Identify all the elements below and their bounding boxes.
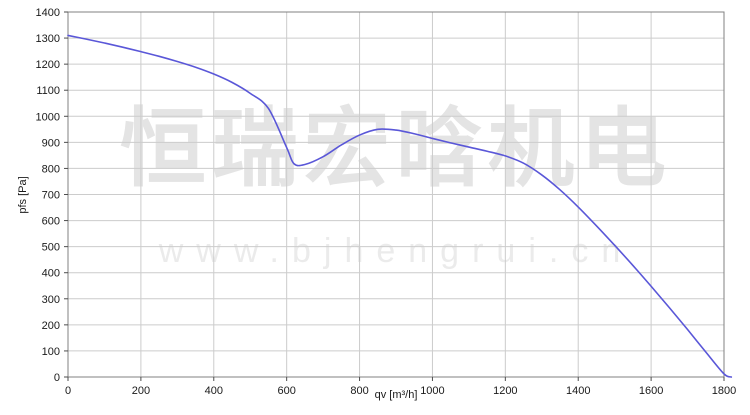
x-tick-label: 1800 [712, 385, 736, 397]
series-line-pfs [67, 34, 733, 378]
x-tick-label: 1200 [493, 385, 517, 397]
axis-ticks: 0 100 200 300 400 500 600 700 800 900 1000 1100 1200… [36, 7, 737, 397]
y-tick-label: 1100 [36, 85, 60, 97]
y-tick-label: 800 [42, 163, 60, 175]
axis-titles: qv [m³/h] pfs [Pa] [17, 176, 417, 401]
watermark-url: www.bjhengrui.cn [158, 232, 633, 270]
y-tick-label: 500 [42, 242, 60, 254]
y-tick-label: 1200 [36, 59, 60, 71]
x-axis-title: qv [m³/h] [375, 389, 418, 401]
y-tick-label: 300 [42, 294, 60, 306]
y-tick-label: 1000 [36, 111, 60, 123]
x-tick-label: 1600 [639, 385, 663, 397]
x-tick-label: 0 [65, 385, 71, 397]
y-tick-label: 900 [42, 137, 60, 149]
y-tick-label: 100 [42, 346, 60, 358]
y-tick-label: 1300 [36, 33, 60, 45]
y-axis-title: pfs [Pa] [17, 176, 29, 213]
x-tick-label: 600 [277, 385, 295, 397]
gridlines [68, 11, 725, 377]
x-tick-label: 800 [350, 385, 368, 397]
y-tick-label: 200 [42, 320, 60, 332]
y-tick-label: 700 [42, 190, 60, 202]
x-tick-label: 1400 [566, 385, 590, 397]
x-tick-label: 1000 [420, 385, 444, 397]
y-tick-label: 400 [42, 268, 60, 280]
x-tick-label: 200 [132, 385, 150, 397]
data-series [67, 34, 733, 378]
y-tick-label: 600 [42, 216, 60, 228]
x-tick-label: 400 [205, 385, 223, 397]
watermark-layer: 恒瑞宏晗机电 www.bjhengrui.cn [120, 99, 672, 270]
y-tick-label: 1400 [36, 7, 60, 19]
watermark-chinese: 恒瑞宏晗机电 [120, 99, 672, 199]
y-tick-label: 0 [54, 372, 60, 384]
